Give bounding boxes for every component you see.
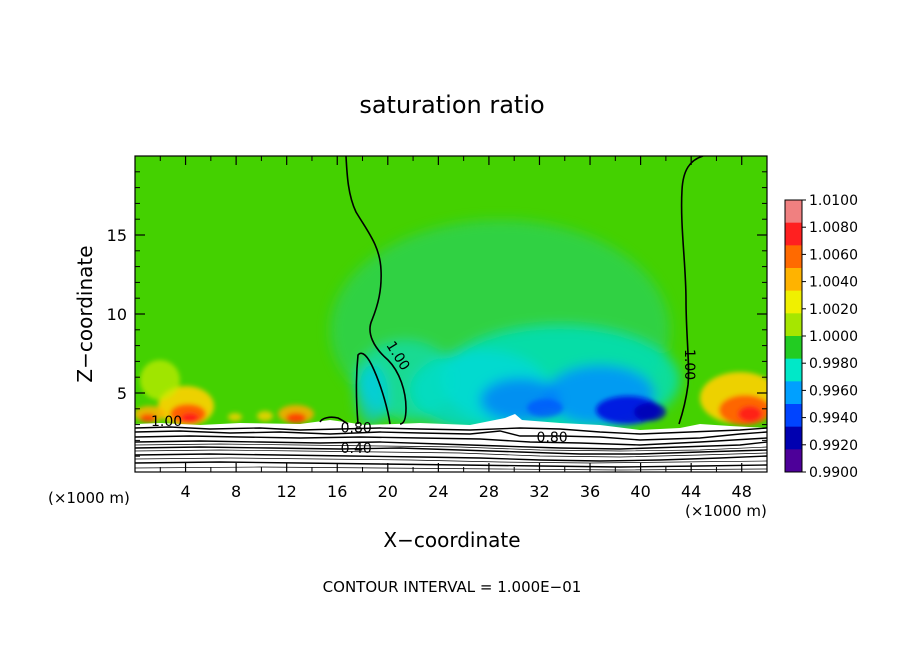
colorbar-label: 1.0060 <box>809 247 858 263</box>
colorbar-label: 1.0000 <box>809 329 858 345</box>
x-tick-label: 20 <box>378 482 398 501</box>
x-tick-label: 12 <box>277 482 297 501</box>
colorbar-label: 0.9960 <box>809 383 858 399</box>
colorbar-label: 0.9900 <box>809 465 858 481</box>
y-tick-label: 15 <box>107 226 127 245</box>
contour-label: 1.00 <box>151 414 182 430</box>
x-unit-left: (×1000 m) <box>48 489 130 507</box>
contour-label: 0.40 <box>341 441 372 457</box>
chart-title: saturation ratio <box>359 91 544 119</box>
colorbar-segment <box>785 336 802 360</box>
x-tick-label: 24 <box>428 482 448 501</box>
heatmap-field <box>135 156 767 472</box>
x-axis-label: X−coordinate <box>383 528 520 552</box>
y-tick-label: 10 <box>107 305 127 324</box>
colorbar-label: 1.0080 <box>809 220 858 236</box>
colorbar-segment <box>785 268 802 292</box>
x-unit-right: (×1000 m) <box>685 502 767 520</box>
colorbar-label: 0.9940 <box>809 411 858 427</box>
colorbar-label: 1.0100 <box>809 193 858 209</box>
y-axis-label: Z−coordinate <box>73 245 97 382</box>
contour-label: 0.80 <box>537 430 568 446</box>
colorbar-segment <box>785 245 802 269</box>
x-axis-ticks: 4 8 12 16 20 24 28 32 36 40 44 48 <box>159 156 752 501</box>
colorbar-segment <box>785 381 802 405</box>
x-tick-label: 4 <box>180 482 190 501</box>
colorbar-segment <box>785 404 802 428</box>
colorbar-segment <box>785 426 802 450</box>
x-tick-label: 16 <box>327 482 347 501</box>
x-tick-label: 36 <box>580 482 600 501</box>
colorbar-segment <box>785 358 802 382</box>
colorbar-segment <box>785 313 802 337</box>
x-tick-label: 8 <box>231 482 241 501</box>
colorbar-label: 1.0040 <box>809 275 858 291</box>
colorbar-segment <box>785 200 802 224</box>
colorbar-label: 0.9980 <box>809 356 858 372</box>
colorbar: 1.0100 1.0080 1.0060 1.0040 1.0020 1.0000 0.99… <box>784 193 858 481</box>
colorbar-label: 0.9920 <box>809 438 858 454</box>
x-tick-label: 44 <box>681 482 701 501</box>
x-tick-label: 28 <box>479 482 499 501</box>
contour-label: 0.80 <box>341 421 372 437</box>
x-tick-label: 48 <box>732 482 752 501</box>
contour-label: 1.00 <box>681 349 697 380</box>
colorbar-label: 1.0020 <box>809 302 858 318</box>
contour-interval-note: CONTOUR INTERVAL = 1.000E−01 <box>323 578 582 596</box>
y-tick-label: 5 <box>117 384 127 403</box>
x-tick-label: 32 <box>529 482 549 501</box>
y-axis-ticks: 5 10 15 <box>107 171 767 457</box>
colorbar-segment <box>785 222 802 246</box>
colorbar-segment <box>785 449 802 473</box>
colorbar-segment <box>785 290 802 314</box>
x-tick-label: 40 <box>630 482 650 501</box>
